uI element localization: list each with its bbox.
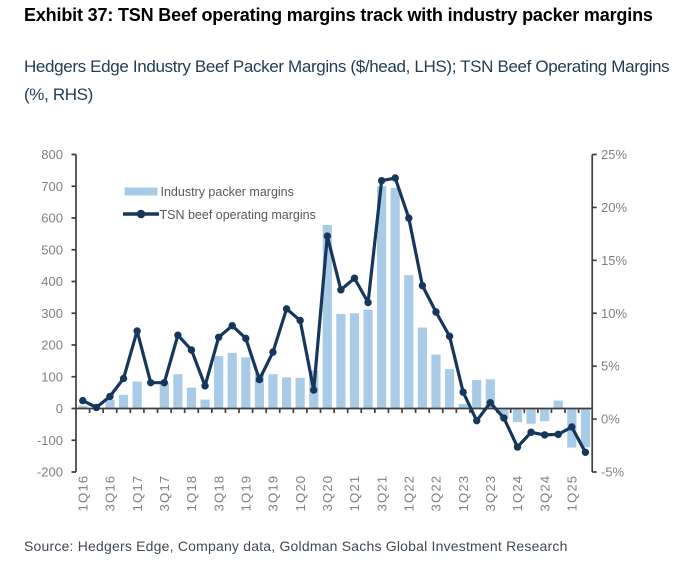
svg-text:Industry packer margins: Industry packer margins	[161, 185, 294, 199]
svg-text:400: 400	[41, 274, 63, 289]
svg-text:0: 0	[56, 401, 63, 416]
svg-text:-200: -200	[37, 465, 63, 480]
svg-text:3Q22: 3Q22	[429, 475, 444, 512]
svg-text:5%: 5%	[601, 359, 620, 374]
svg-text:1Q25: 1Q25	[565, 475, 580, 512]
svg-text:20%: 20%	[601, 200, 627, 215]
svg-text:600: 600	[41, 211, 63, 226]
svg-text:800: 800	[41, 147, 63, 162]
svg-text:15%: 15%	[601, 253, 627, 268]
svg-text:-5%: -5%	[601, 465, 625, 480]
svg-text:300: 300	[41, 306, 63, 321]
svg-text:100: 100	[41, 369, 63, 384]
svg-text:1Q22: 1Q22	[402, 475, 417, 512]
svg-text:-100: -100	[37, 433, 63, 448]
svg-text:1Q16: 1Q16	[75, 475, 90, 512]
svg-text:3Q18: 3Q18	[211, 475, 226, 512]
svg-text:200: 200	[41, 338, 63, 353]
svg-text:10%: 10%	[601, 306, 627, 321]
svg-text:3Q19: 3Q19	[266, 475, 281, 512]
svg-text:3Q17: 3Q17	[157, 475, 172, 512]
svg-text:700: 700	[41, 179, 63, 194]
svg-text:1Q19: 1Q19	[239, 475, 254, 512]
svg-text:3Q23: 3Q23	[483, 475, 498, 512]
svg-text:3Q24: 3Q24	[537, 475, 552, 512]
svg-text:1Q24: 1Q24	[510, 475, 525, 512]
svg-text:0%: 0%	[601, 412, 620, 427]
svg-text:TSN beef operating margins: TSN beef operating margins	[160, 208, 316, 222]
svg-text:500: 500	[41, 242, 63, 257]
svg-text:3Q20: 3Q20	[320, 475, 335, 512]
svg-text:3Q16: 3Q16	[103, 475, 118, 512]
svg-text:1Q23: 1Q23	[456, 475, 471, 512]
svg-text:1Q20: 1Q20	[293, 475, 308, 512]
svg-text:1Q18: 1Q18	[184, 475, 199, 512]
svg-text:3Q21: 3Q21	[374, 475, 389, 512]
svg-text:1Q21: 1Q21	[347, 475, 362, 512]
svg-text:25%: 25%	[601, 147, 627, 162]
svg-text:1Q17: 1Q17	[130, 475, 145, 512]
